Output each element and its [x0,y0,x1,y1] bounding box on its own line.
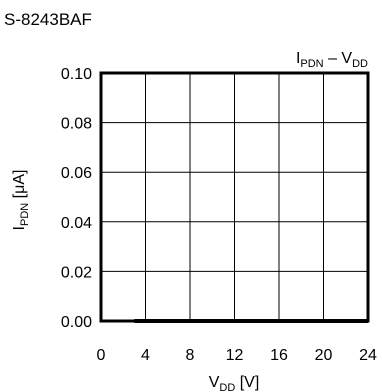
y-tick-label: 0.10 [61,66,92,83]
y-tick-label: 0.04 [61,215,92,232]
y-tick-label: 0.08 [61,116,92,133]
part-number-label: S-8243BAF [4,10,92,29]
x-tick-labels: 0 4 8 12 16 20 24 [97,347,377,364]
x-axis-label: VDD [V] [209,374,260,392]
y-tick-label: 0.00 [61,314,92,331]
x-tick-label: 8 [186,347,195,364]
x-tick-label: 4 [141,347,150,364]
y-tick-label: 0.06 [61,165,92,182]
x-tick-label: 0 [97,347,106,364]
chart-title: IPDN – VDD [296,50,368,70]
x-tick-label: 24 [359,347,377,364]
x-tick-label: 16 [270,347,288,364]
x-tick-label: 20 [315,347,333,364]
x-tick-label: 12 [226,347,244,364]
plot-frame [99,71,370,323]
y-axis-label: IPDN [μA] [11,170,31,231]
y-tick-label: 0.02 [61,264,92,281]
y-tick-labels: 0.00 0.02 0.04 0.06 0.08 0.10 [61,66,92,331]
grid-lines [100,72,369,322]
